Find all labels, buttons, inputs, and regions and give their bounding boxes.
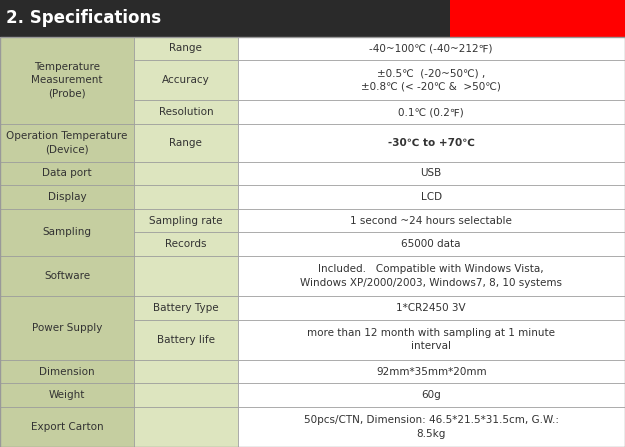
Bar: [134, 162, 238, 185]
Text: 2. Specifications: 2. Specifications: [6, 9, 161, 27]
Bar: [238, 124, 625, 162]
Bar: [134, 320, 238, 360]
Bar: [238, 37, 625, 60]
Bar: [0, 296, 134, 360]
Text: Dimension: Dimension: [39, 367, 95, 376]
Text: Sampling rate: Sampling rate: [149, 215, 222, 226]
Bar: [134, 256, 238, 296]
Bar: [134, 407, 238, 447]
Text: 50pcs/CTN, Dimension: 46.5*21.5*31.5cm, G.W.:
8.5kg: 50pcs/CTN, Dimension: 46.5*21.5*31.5cm, …: [304, 415, 559, 439]
Bar: [450, 0, 625, 37]
Text: Software: Software: [44, 271, 90, 281]
Bar: [238, 209, 625, 232]
Bar: [0, 124, 134, 162]
Bar: [134, 37, 238, 60]
Bar: [0, 162, 134, 185]
Text: Resolution: Resolution: [159, 107, 213, 117]
Bar: [238, 320, 625, 360]
Text: -30℃ to +70℃: -30℃ to +70℃: [388, 138, 475, 148]
Bar: [0, 185, 134, 209]
Bar: [238, 162, 625, 185]
Text: Operation Temperature
(Device): Operation Temperature (Device): [6, 131, 128, 154]
Bar: [238, 100, 625, 124]
Text: Accuracy: Accuracy: [162, 75, 210, 85]
Text: Temperature
Measurement
(Probe): Temperature Measurement (Probe): [31, 62, 103, 98]
Bar: [134, 60, 238, 100]
Text: 1 second ~24 hours selectable: 1 second ~24 hours selectable: [350, 215, 512, 226]
Bar: [0, 407, 134, 447]
Text: 60g: 60g: [421, 390, 441, 400]
Bar: [134, 209, 238, 232]
Bar: [0, 209, 134, 256]
Text: Weight: Weight: [49, 390, 86, 400]
Bar: [134, 384, 238, 407]
Text: more than 12 month with sampling at 1 minute
interval: more than 12 month with sampling at 1 mi…: [308, 328, 555, 351]
Bar: [0, 256, 134, 296]
Text: ±0.5℃  (-20~50℃) ,
±0.8℃ (< -20℃ &  >50℃): ±0.5℃ (-20~50℃) , ±0.8℃ (< -20℃ & >50℃): [361, 69, 501, 92]
Bar: [238, 185, 625, 209]
Text: -40~100℃ (-40~212℉): -40~100℃ (-40~212℉): [369, 43, 493, 54]
Bar: [238, 232, 625, 256]
Bar: [238, 407, 625, 447]
Bar: [134, 232, 238, 256]
Bar: [134, 185, 238, 209]
Bar: [238, 384, 625, 407]
Bar: [238, 360, 625, 384]
Text: Display: Display: [48, 192, 86, 202]
Bar: [0, 360, 134, 384]
Bar: [238, 296, 625, 320]
Text: Battery Type: Battery Type: [153, 303, 219, 313]
Text: Records: Records: [165, 239, 207, 249]
Text: 92mm*35mm*20mm: 92mm*35mm*20mm: [376, 367, 486, 376]
Text: Included.   Compatible with Windows Vista,
Windows XP/2000/2003, Windows7, 8, 10: Included. Compatible with Windows Vista,…: [300, 265, 562, 287]
Bar: [134, 360, 238, 384]
Text: Power Supply: Power Supply: [32, 323, 103, 333]
Text: Battery life: Battery life: [157, 335, 215, 345]
Bar: [0, 384, 134, 407]
Text: 0.1℃ (0.2℉): 0.1℃ (0.2℉): [398, 107, 464, 117]
Text: 1*CR2450 3V: 1*CR2450 3V: [396, 303, 466, 313]
Bar: [238, 60, 625, 100]
Bar: [134, 296, 238, 320]
Text: 65000 data: 65000 data: [401, 239, 461, 249]
Bar: [134, 124, 238, 162]
Bar: [0, 0, 450, 37]
Text: Export Carton: Export Carton: [31, 422, 104, 432]
Text: LCD: LCD: [421, 192, 442, 202]
Bar: [0, 37, 134, 124]
Text: USB: USB: [421, 169, 442, 178]
Bar: [238, 256, 625, 296]
Text: Range: Range: [169, 43, 202, 54]
Bar: [134, 100, 238, 124]
Text: Range: Range: [169, 138, 202, 148]
Text: Data port: Data port: [42, 169, 92, 178]
Text: Sampling: Sampling: [42, 228, 92, 237]
